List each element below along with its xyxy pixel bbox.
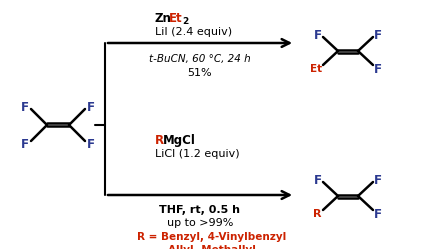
Text: R: R bbox=[155, 133, 164, 146]
Text: Allyl, Methallyl: Allyl, Methallyl bbox=[168, 245, 256, 249]
Text: F: F bbox=[87, 101, 95, 114]
Text: F: F bbox=[374, 174, 382, 187]
Text: F: F bbox=[21, 137, 29, 150]
Text: Et: Et bbox=[310, 64, 322, 74]
Text: F: F bbox=[314, 28, 322, 42]
Text: F: F bbox=[374, 207, 382, 221]
Text: F: F bbox=[374, 28, 382, 42]
Text: THF, rt, 0.5 h: THF, rt, 0.5 h bbox=[159, 205, 241, 215]
Text: Zn: Zn bbox=[155, 11, 172, 24]
Text: LiI (2.4 equiv): LiI (2.4 equiv) bbox=[155, 27, 232, 37]
Text: 2: 2 bbox=[182, 16, 188, 25]
Text: F: F bbox=[374, 62, 382, 75]
Text: R: R bbox=[313, 209, 321, 219]
Text: up to >99%: up to >99% bbox=[167, 218, 233, 228]
Text: LiCl (1.2 equiv): LiCl (1.2 equiv) bbox=[155, 149, 240, 159]
Text: MgCl: MgCl bbox=[163, 133, 196, 146]
Text: F: F bbox=[87, 137, 95, 150]
Text: F: F bbox=[21, 101, 29, 114]
Text: 51%: 51% bbox=[188, 68, 212, 78]
Text: F: F bbox=[314, 174, 322, 187]
Text: t-BuCN, 60 °C, 24 h: t-BuCN, 60 °C, 24 h bbox=[149, 54, 251, 64]
Text: R = Benzyl, 4-Vinylbenzyl: R = Benzyl, 4-Vinylbenzyl bbox=[137, 232, 286, 242]
Text: Et: Et bbox=[169, 11, 183, 24]
